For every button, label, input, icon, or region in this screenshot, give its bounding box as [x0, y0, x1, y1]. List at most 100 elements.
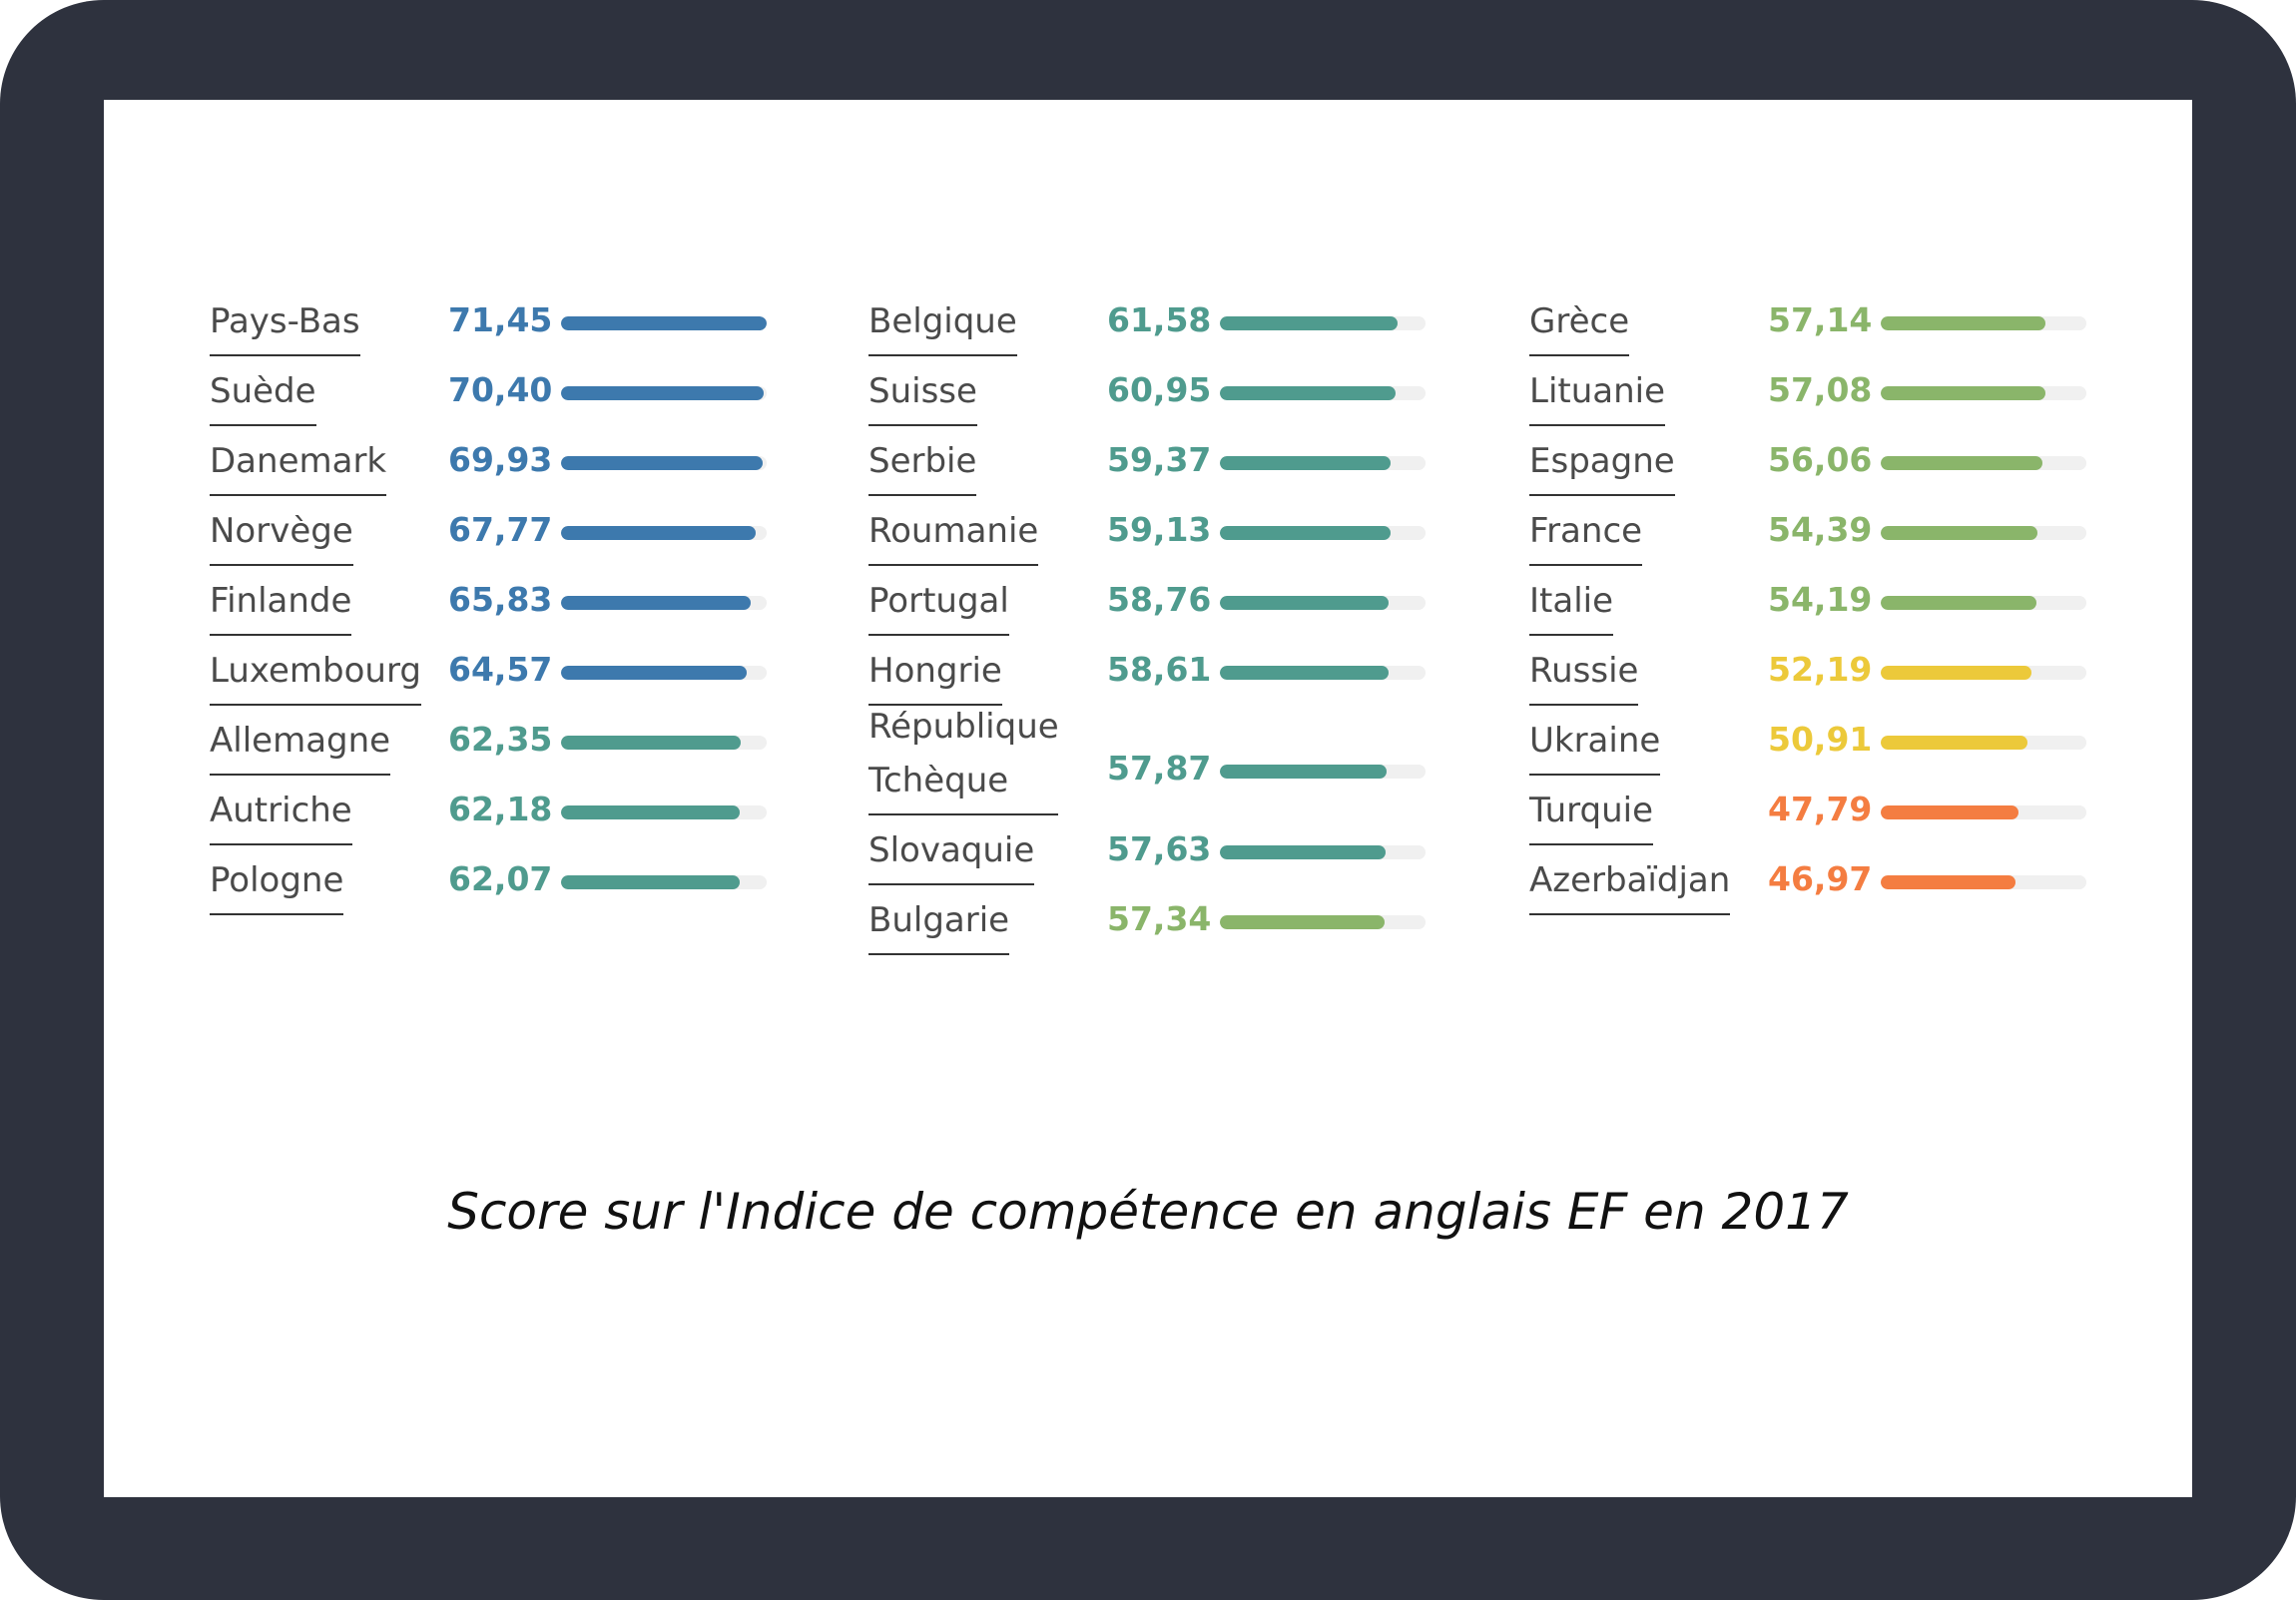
- bar-row: Luxembourg 64,57: [210, 636, 809, 706]
- score-label: 61,58: [1107, 300, 1212, 339]
- bar-fill: [1881, 666, 2031, 680]
- bar-fill: [1220, 666, 1389, 680]
- bar-fill: [1881, 456, 2042, 470]
- score-label: 57,34: [1107, 899, 1212, 938]
- score-label: 54,39: [1768, 510, 1873, 549]
- score-label: 57,08: [1768, 370, 1873, 409]
- country-label: Luxembourg: [210, 644, 421, 706]
- bar-track: [1881, 666, 2086, 680]
- bar-track: [1220, 915, 1426, 929]
- country-label: Pays-Bas: [210, 294, 360, 356]
- bar-track: [1881, 526, 2086, 540]
- bar-track: [1220, 666, 1426, 680]
- bar-track: [1220, 526, 1426, 540]
- bar-track: [561, 736, 767, 750]
- bar-fill: [561, 456, 763, 470]
- bar-fill: [561, 805, 741, 819]
- bar-fill: [1881, 596, 2037, 610]
- bar-fill: [1220, 765, 1387, 779]
- bar-row: Roumanie 59,13: [868, 496, 1467, 566]
- score-label: 69,93: [448, 440, 553, 479]
- bar-track: [1220, 765, 1426, 779]
- bar-track: [561, 456, 767, 470]
- country-label: Lituanie: [1529, 364, 1666, 426]
- bar-row: Slovaquie 57,63: [868, 815, 1467, 885]
- country-label: Roumanie: [868, 504, 1039, 566]
- bar-row: Russie 52,19: [1529, 636, 2128, 706]
- bar-fill: [561, 666, 748, 680]
- score-label: 64,57: [448, 650, 553, 689]
- country-label: Hongrie: [868, 644, 1002, 706]
- chart-panel: Pays-Bas 71,45 Suède 70,40 Danemark 69,93 Norv…: [104, 100, 2192, 1497]
- country-label: Espagne: [1529, 434, 1675, 496]
- bar-fill: [1881, 805, 2018, 819]
- bar-row: Serbie 59,37: [868, 426, 1467, 496]
- bar-track: [1220, 456, 1426, 470]
- bar-row: Bulgarie 57,34: [868, 885, 1467, 955]
- country-label: Bulgarie: [868, 893, 1010, 955]
- bar-row: Hongrie 58,61: [868, 636, 1467, 706]
- bar-row: France 54,39: [1529, 496, 2128, 566]
- score-label: 67,77: [448, 510, 553, 549]
- score-label: 57,63: [1107, 829, 1212, 868]
- bar-track: [1220, 845, 1426, 859]
- country-label: Azerbaïdjan: [1529, 853, 1731, 915]
- bar-track: [561, 875, 767, 889]
- country-label: Pologne: [210, 853, 344, 915]
- score-label: 59,13: [1107, 510, 1212, 549]
- country-label: France: [1529, 504, 1643, 566]
- bar-row: Ukraine 50,91: [1529, 706, 2128, 776]
- bar-track: [1881, 875, 2086, 889]
- country-label: Turquie: [1529, 784, 1654, 845]
- bar-track: [1881, 596, 2086, 610]
- score-label: 62,35: [448, 720, 553, 759]
- bar-row: Suisse 60,95: [868, 356, 1467, 426]
- bar-row: Portugal 58,76: [868, 566, 1467, 636]
- score-label: 58,61: [1107, 650, 1212, 689]
- score-label: 62,07: [448, 859, 553, 898]
- bar-row: Norvège 67,77: [210, 496, 809, 566]
- country-label: Italie: [1529, 574, 1614, 636]
- country-label: Suisse: [868, 364, 977, 426]
- country-label: Finlande: [210, 574, 352, 636]
- country-label: Autriche: [210, 784, 352, 845]
- bar-fill: [1881, 875, 2016, 889]
- bar-fill: [561, 316, 767, 330]
- bar-row: Lituanie 57,08: [1529, 356, 2128, 426]
- bar-fill: [1220, 456, 1392, 470]
- bar-row: Italie 54,19: [1529, 566, 2128, 636]
- bar-row: Grèce 57,14: [1529, 286, 2128, 356]
- bar-track: [1881, 805, 2086, 819]
- score-label: 58,76: [1107, 580, 1212, 619]
- bar-fill: [561, 596, 751, 610]
- country-label: Ukraine: [1529, 714, 1661, 776]
- country-label: Danemark: [210, 434, 387, 496]
- country-label: Russie: [1529, 644, 1639, 706]
- bar-fill: [1220, 596, 1390, 610]
- bar-track: [1220, 316, 1426, 330]
- country-label: Belgique: [868, 294, 1017, 356]
- score-label: 57,14: [1768, 300, 1873, 339]
- bar-track: [561, 805, 767, 819]
- country-label: Norvège: [210, 504, 353, 566]
- bar-row: Pays-Bas 71,45: [210, 286, 809, 356]
- score-label: 52,19: [1768, 650, 1873, 689]
- country-label: Serbie: [868, 434, 977, 496]
- bar-track: [1881, 386, 2086, 400]
- bar-track: [561, 386, 767, 400]
- bar-row: Suède 70,40: [210, 356, 809, 426]
- bar-fill: [561, 386, 764, 400]
- score-label: 47,79: [1768, 790, 1873, 828]
- bar-row: Espagne 56,06: [1529, 426, 2128, 496]
- country-label: Allemagne: [210, 714, 391, 776]
- bar-fill: [1220, 316, 1398, 330]
- bar-row: Danemark 69,93: [210, 426, 809, 496]
- bar-row: Finlande 65,83: [210, 566, 809, 636]
- score-label: 62,18: [448, 790, 553, 828]
- bar-fill: [561, 526, 757, 540]
- bar-fill: [1220, 915, 1386, 929]
- bar-fill: [561, 875, 740, 889]
- chart-caption: Score sur l'Indice de compétence en angl…: [447, 1183, 1849, 1241]
- country-label: Slovaquie: [868, 823, 1035, 885]
- score-label: 70,40: [448, 370, 553, 409]
